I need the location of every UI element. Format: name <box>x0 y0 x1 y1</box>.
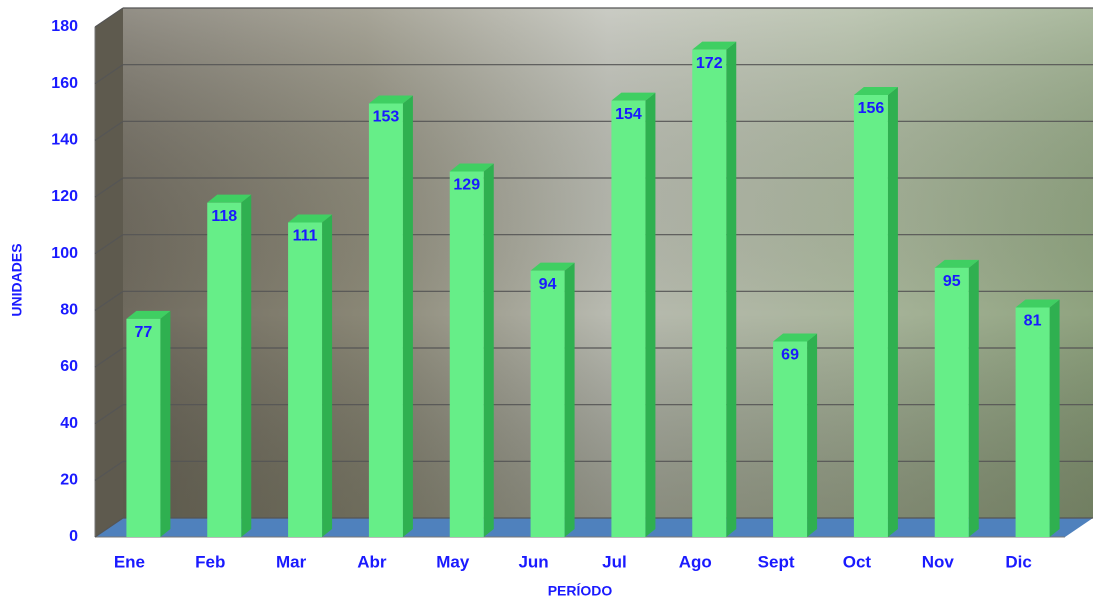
bar-side <box>160 311 170 537</box>
bar-side <box>322 215 332 538</box>
value-label: 118 <box>211 208 237 225</box>
x-tick-label: May <box>436 552 470 571</box>
bar <box>126 319 160 537</box>
bar-side <box>1050 300 1060 538</box>
y-tick-label: 40 <box>60 415 78 432</box>
bar <box>1016 308 1050 538</box>
value-label: 77 <box>135 324 153 341</box>
bar <box>854 95 888 537</box>
y-tick-label: 120 <box>51 188 78 205</box>
chart: PERÍODO UNIDADES 0 20 40 60 80 100 120 140 160 18… <box>0 0 1093 603</box>
side-wall <box>95 8 123 537</box>
bar <box>531 271 565 537</box>
y-tick-label: 160 <box>51 75 78 92</box>
bar <box>773 342 807 538</box>
x-tick-label: Mar <box>276 552 307 571</box>
value-label: 153 <box>373 109 400 126</box>
bar <box>207 203 241 537</box>
y-tick-label: 180 <box>51 18 78 35</box>
y-tick-label: 80 <box>60 302 78 319</box>
x-tick-label: Abr <box>357 552 387 571</box>
x-tick-label: Sept <box>758 552 795 571</box>
x-tick-label: Ago <box>679 552 712 571</box>
y-tick-label: 140 <box>51 132 78 149</box>
x-axis-label: PERÍODO <box>548 583 613 599</box>
value-label: 69 <box>781 347 799 364</box>
x-tick-label: Dic <box>1005 552 1031 571</box>
bar <box>369 104 403 538</box>
y-tick-label: 20 <box>60 472 78 489</box>
value-label: 172 <box>696 55 723 72</box>
value-label: 154 <box>615 106 642 123</box>
bar-side <box>888 87 898 537</box>
value-label: 111 <box>293 228 318 245</box>
value-label: 94 <box>539 276 557 293</box>
bar-side <box>807 334 817 538</box>
bar <box>288 223 322 538</box>
bar <box>450 172 484 538</box>
value-label: 129 <box>453 177 480 194</box>
value-label: 95 <box>943 273 961 290</box>
x-tick-label: Oct <box>843 552 872 571</box>
bar-side <box>403 96 413 538</box>
y-tick-label: 100 <box>51 245 78 262</box>
bar-side <box>969 260 979 537</box>
value-label: 156 <box>858 100 885 117</box>
bar-side <box>241 195 251 537</box>
y-tick-label: 60 <box>60 358 78 375</box>
x-tick-label: Ene <box>114 552 145 571</box>
bar <box>935 268 969 537</box>
bar <box>692 50 726 537</box>
x-tick-label: Jul <box>602 552 627 571</box>
x-tick-label: Feb <box>195 552 225 571</box>
bar <box>611 101 645 537</box>
x-tick-label: Jun <box>518 552 548 571</box>
y-axis-label: UNIDADES <box>9 243 25 316</box>
x-tick-label: Nov <box>922 552 955 571</box>
y-tick-label: 0 <box>69 528 78 545</box>
value-label: 81 <box>1024 313 1042 330</box>
bar-side <box>726 42 736 537</box>
bar-side <box>484 164 494 538</box>
bar-side <box>565 263 575 537</box>
bar-side <box>645 93 655 537</box>
